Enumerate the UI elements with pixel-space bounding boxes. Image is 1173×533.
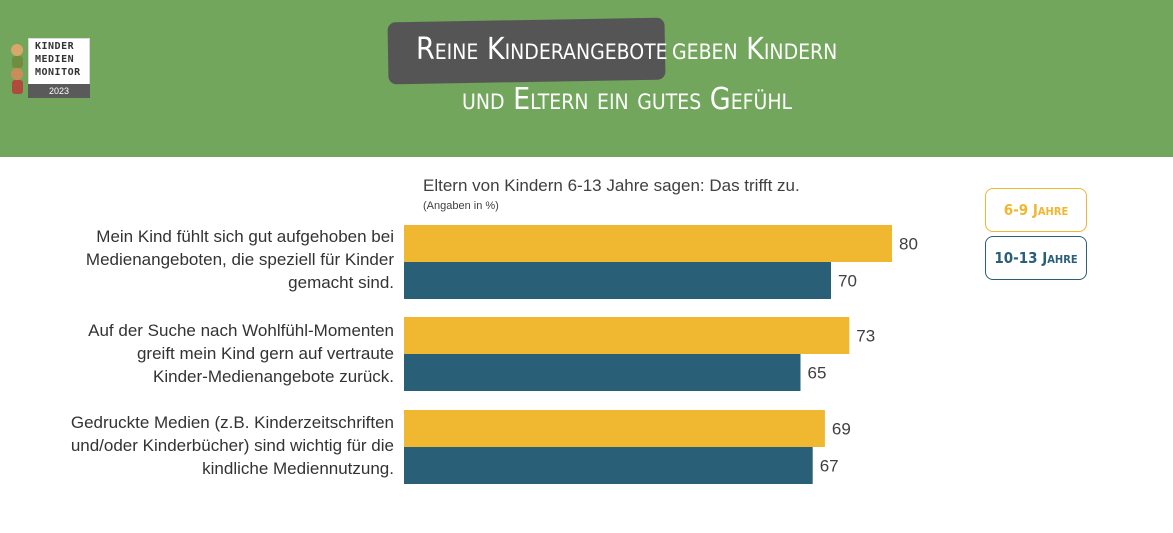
value-label-6-9-cat-3: 69 [832, 420, 851, 439]
title-line2-text: und Eltern ein gutes Gefühl [462, 82, 793, 117]
logo-line-monitor: MONITOR [35, 67, 81, 78]
value-label-10-13-cat-3: 67 [820, 457, 839, 476]
kinder-medien-monitor-logo: KINDER MEDIEN MONITOR 2023 [8, 36, 90, 100]
bar-10-13-cat-2 [404, 354, 801, 391]
bar-10-13-cat-1 [404, 262, 831, 299]
legend-10-13-jahre: 10-13 Jahre [985, 236, 1087, 280]
category-label-2: Auf der Suche nach Wohlfühl-Momenten gre… [14, 319, 394, 388]
kids-illustration-icon [11, 44, 23, 94]
category-label-3: Gedruckte Medien (z.B. Kinderzeitschrift… [14, 411, 394, 480]
bar-6-9-cat-2 [404, 317, 850, 354]
category-label-2-line-3: Kinder-Medienangebote zurück. [153, 367, 394, 386]
bar-6-9-cat-1 [404, 225, 892, 262]
bar-6-9-cat-3 [404, 410, 825, 447]
logo-line-medien: MEDIEN [35, 54, 75, 65]
chart-subtitle: Eltern von Kindern 6-13 Jahre sagen: Das… [423, 176, 800, 195]
logo-year: 2023 [28, 84, 90, 98]
category-label-3-line-2: und/oder Kinderbücher) sind wichtig für … [70, 436, 394, 455]
value-label-6-9-cat-1: 80 [899, 235, 918, 254]
category-label-3-line-1: Gedruckte Medien (z.B. Kinderzeitschrift… [70, 413, 394, 432]
category-label-1-line-3: gemacht sind. [288, 273, 394, 292]
category-label-1: Mein Kind fühlt sich gut aufgehoben bei … [14, 225, 394, 294]
header-banner: KINDER MEDIEN MONITOR 2023 Reine Kindera… [0, 0, 1173, 157]
value-label-10-13-cat-1: 70 [838, 272, 857, 291]
legend-6-9-jahre: 6-9 Jahre [985, 188, 1087, 232]
bar-10-13-cat-3 [404, 447, 813, 484]
value-label-6-9-cat-2: 73 [856, 327, 875, 346]
category-label-1-line-2: Medienangeboten, die speziell für Kinder [85, 250, 394, 269]
category-label-1-line-1: Mein Kind fühlt sich gut aufgehoben bei [96, 227, 394, 246]
value-label-10-13-cat-2: 65 [808, 364, 827, 383]
category-label-3-line-3: kindliche Mediennutzung. [202, 459, 394, 478]
category-label-2-line-1: Auf der Suche nach Wohlfühl-Momenten [88, 321, 394, 340]
category-label-2-line-2: greift mein Kind gern auf vertraute [136, 344, 394, 363]
title-rest-text: geben Kindern [672, 32, 838, 67]
logo-line-kinder: KINDER [35, 41, 75, 52]
chart-unit-note: (Angaben in %) [423, 200, 499, 212]
title-highlight-text: Reine Kinderangebote [416, 32, 668, 67]
